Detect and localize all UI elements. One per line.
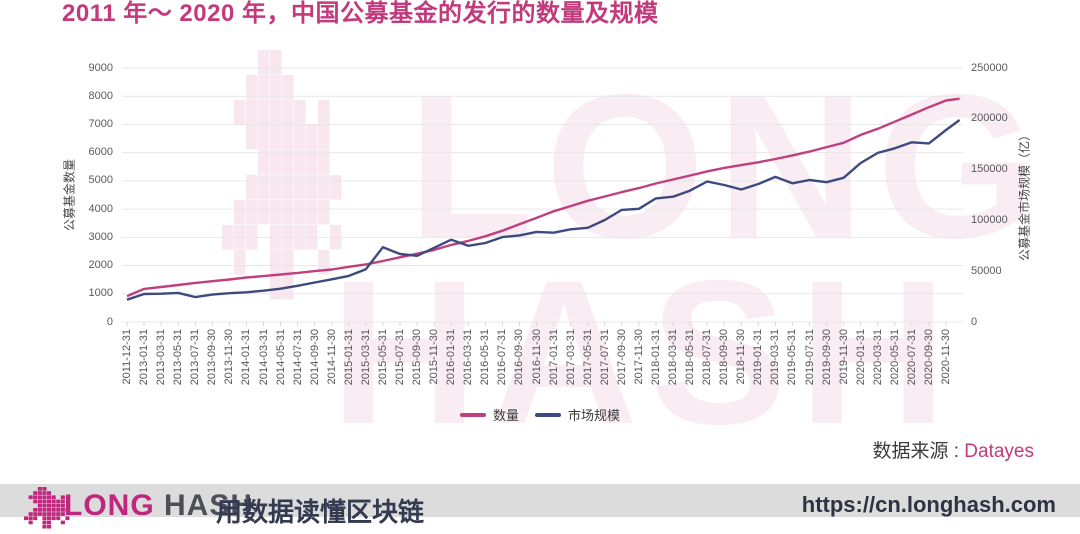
legend-item-count[interactable]: 数量 bbox=[459, 405, 519, 424]
data-source-label: 数据来源 : bbox=[872, 441, 960, 462]
series-line-数量 bbox=[126, 97, 960, 298]
page-title: 2011 年～ 2020 年，中国公募基金的发行的数量及规模 bbox=[62, 0, 659, 27]
legend-label-count: 数量 bbox=[492, 408, 519, 423]
chart-legend: 数量 市场规模 bbox=[0, 405, 1080, 424]
legend-swatch-scale bbox=[535, 412, 561, 417]
footer-bar: LONG HASH 用数据读懂区块链 https://cn.longhash.c… bbox=[0, 484, 1080, 529]
footer-tagline: 用数据读懂区块链 bbox=[216, 497, 425, 527]
legend-item-scale[interactable]: 市场规模 bbox=[535, 405, 620, 424]
data-source-link[interactable]: Datayes bbox=[964, 441, 1034, 462]
legend-label-scale: 市场规模 bbox=[568, 408, 621, 423]
legend-swatch-count bbox=[459, 412, 486, 417]
line-chart bbox=[122, 67, 963, 326]
data-source: 数据来源 : Datayes bbox=[872, 436, 1034, 463]
series-line-市场规模 bbox=[126, 119, 961, 301]
footer-url-link[interactable]: https://cn.longhash.com bbox=[801, 492, 1056, 517]
brand-long-text: LONG bbox=[64, 489, 155, 522]
